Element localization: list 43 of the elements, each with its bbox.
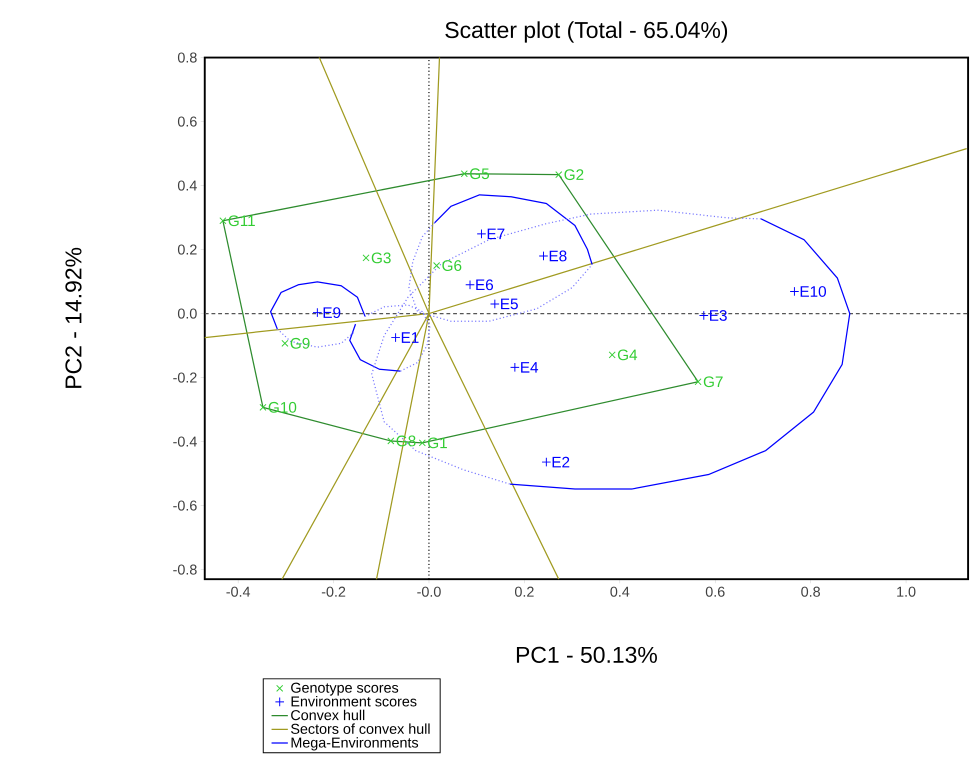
y-tick-label: -0.2	[173, 372, 197, 383]
data-label: E2	[552, 456, 570, 468]
x-tick-label: -0.0	[417, 586, 441, 597]
y-tick-label: -0.8	[173, 564, 197, 575]
y-tick-label: -0.6	[173, 500, 197, 511]
y-tick-label: 0.0	[178, 308, 197, 319]
x-axis-title: PC1 - 50.13%	[516, 646, 657, 664]
legend-label: Mega-Environments	[292, 737, 418, 751]
data-label: G2	[564, 169, 584, 180]
data-label: E4	[521, 362, 538, 373]
y-tick-label: 0.8	[178, 52, 197, 63]
x-tick-label: 0.4	[610, 586, 630, 597]
x-tick-label: 0.8	[801, 586, 820, 597]
data-label: G1	[428, 438, 447, 448]
y-tick-label: 0.2	[178, 244, 197, 255]
x-tick-label: -0.2	[322, 586, 346, 597]
data-label: E3	[710, 310, 727, 322]
legend-label: Sectors of convex hull	[291, 724, 430, 734]
y-tick-label: 0.4	[178, 180, 197, 191]
data-label: E7	[488, 228, 504, 240]
data-label: G7	[704, 376, 723, 388]
x-tick-label: 0.2	[514, 586, 534, 597]
legend-label: Genotype scores	[291, 682, 398, 696]
y-tick-label: -0.4	[173, 436, 197, 447]
data-label: G4	[618, 350, 638, 360]
data-label: G6	[442, 260, 462, 272]
data-label: G9	[290, 338, 310, 349]
chart-title: Scatter plot (Total - 65.04%)	[445, 22, 728, 43]
data-label: E8	[550, 250, 567, 262]
data-label: E5	[501, 298, 518, 310]
data-label: G10	[268, 402, 296, 413]
data-label: E6	[476, 280, 494, 290]
data-label: G11	[228, 216, 255, 226]
data-label: E9	[324, 307, 340, 318]
data-label: E10	[800, 286, 826, 298]
legend-label: Convex hull	[291, 710, 364, 720]
x-tick-label: 0.6	[706, 586, 725, 597]
x-tick-label: 1.0	[897, 586, 916, 597]
y-axis-title: PC2 - 14.92%	[65, 248, 82, 388]
data-label: G3	[372, 252, 391, 264]
x-tick-label: -0.4	[226, 586, 250, 597]
y-tick-label: 0.6	[178, 116, 197, 127]
legend-label: Environment scores	[292, 696, 416, 707]
